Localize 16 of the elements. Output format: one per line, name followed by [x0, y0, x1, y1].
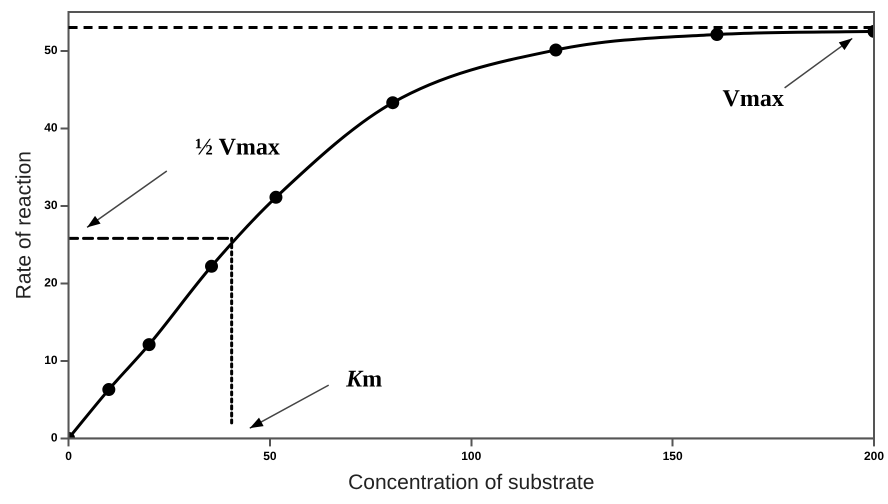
y-tick-label: 20: [44, 276, 58, 290]
x-tick-label: 200: [864, 448, 884, 463]
x-tick-label: 50: [263, 448, 277, 463]
x-tick-label: 150: [662, 448, 683, 463]
y-tick-label: 50: [44, 43, 58, 58]
y-tick-label: 10: [44, 353, 58, 368]
y-tick-label: 30: [44, 198, 58, 212]
annotation: Km: [345, 366, 382, 393]
y-tick-label: 40: [44, 120, 58, 135]
x-tick-label: 100: [461, 448, 482, 463]
y-tick-label: 0: [50, 430, 58, 445]
x-tick-label: 0: [65, 448, 72, 463]
annotation: ½ Vmax: [195, 134, 280, 161]
y-axis-title: Rate of reaction: [12, 151, 36, 300]
x-axis-title: Concentration of substrate: [348, 471, 594, 494]
annotation: Vmax: [722, 86, 784, 112]
